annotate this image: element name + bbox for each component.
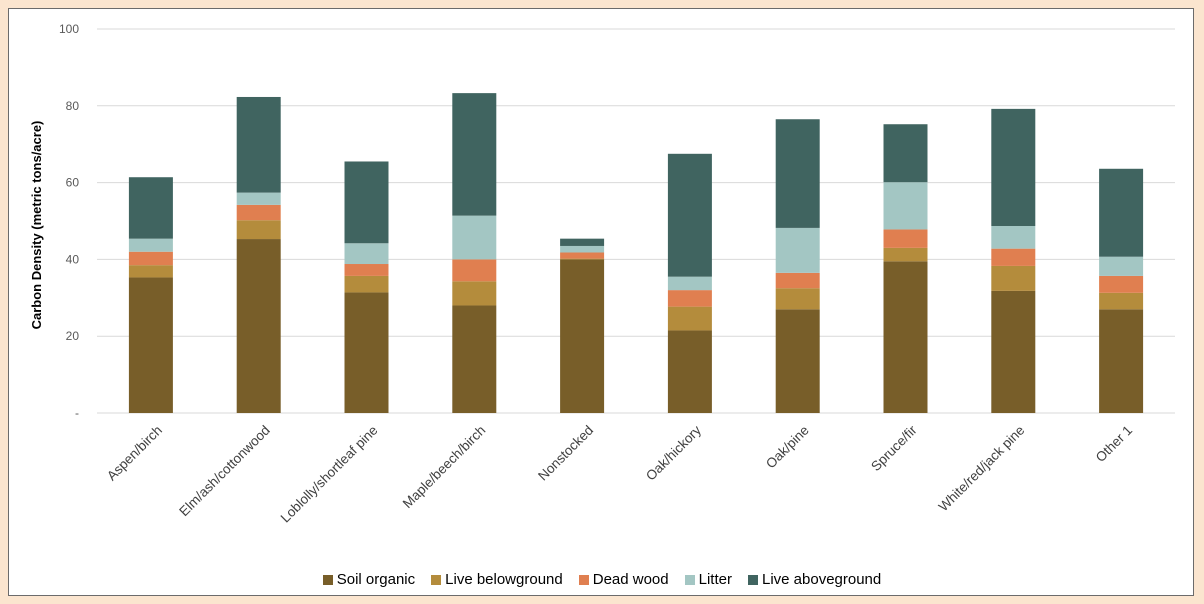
bar-segment bbox=[344, 292, 389, 413]
bar-segment bbox=[883, 182, 928, 230]
chart-frame: - 20 40 60 80 100 Aspen/birch Elm/ash/cottonwo… bbox=[8, 8, 1194, 596]
legend-label: Dead wood bbox=[592, 571, 669, 588]
bar-segment bbox=[236, 192, 281, 205]
y-tick-label: 80 bbox=[66, 99, 80, 113]
bar-segment bbox=[236, 204, 281, 221]
bar-segment bbox=[128, 177, 173, 239]
x-tick-label: Nonstocked bbox=[535, 423, 596, 484]
bar-segment bbox=[667, 330, 712, 413]
y-tick-label: 20 bbox=[66, 329, 80, 343]
stacked-bar-chart: - 20 40 60 80 100 Aspen/birch Elm/ash/cottonwo… bbox=[29, 22, 1175, 525]
bar-segment bbox=[452, 305, 497, 413]
legend-label: Soil organic bbox=[336, 571, 416, 588]
legend-item: Live belowground bbox=[431, 571, 563, 588]
bar-segment bbox=[775, 227, 820, 273]
bar-segment bbox=[1099, 168, 1144, 257]
legend-item: Litter bbox=[684, 571, 732, 588]
x-tick-label: Elm/ash/cottonwood bbox=[176, 423, 273, 520]
bar-segment bbox=[128, 238, 173, 252]
bar-segment bbox=[560, 259, 605, 413]
bar-segment bbox=[344, 275, 389, 293]
bar-segment bbox=[128, 251, 173, 266]
bar-segment bbox=[452, 259, 497, 282]
x-tick-label: Aspen/birch bbox=[104, 423, 165, 484]
x-tick-label: Loblolly/shortleaf pine bbox=[278, 423, 381, 526]
legend: Soil organic Live belowground Dead wood Lit… bbox=[9, 571, 1195, 588]
y-tick-label: 100 bbox=[59, 22, 79, 36]
legend-swatch bbox=[747, 574, 758, 585]
legend-item: Dead wood bbox=[578, 571, 669, 588]
x-tick-label: Maple/beech/birch bbox=[400, 423, 489, 512]
bar-segment bbox=[560, 258, 605, 260]
x-axis-ticks: Aspen/birch Elm/ash/cottonwood Loblolly/sh… bbox=[104, 422, 1135, 525]
bar-segment bbox=[452, 281, 497, 306]
bar-segment bbox=[344, 264, 389, 276]
bar-segment bbox=[560, 252, 605, 259]
legend-swatch bbox=[684, 574, 695, 585]
bar-segment bbox=[775, 272, 820, 289]
bar-segment bbox=[883, 124, 928, 183]
x-tick-label: Other 1 bbox=[1093, 423, 1135, 465]
bar-segment bbox=[991, 225, 1036, 249]
bar-segment bbox=[991, 290, 1036, 413]
bar-segment bbox=[236, 220, 281, 240]
legend-item: Soil organic bbox=[322, 571, 416, 588]
bar-segment bbox=[1099, 309, 1144, 413]
bar-segment bbox=[560, 245, 605, 253]
y-tick-label: 40 bbox=[66, 252, 80, 266]
bar-segment bbox=[991, 248, 1036, 266]
legend-swatch bbox=[322, 574, 333, 585]
bar-segment bbox=[775, 119, 820, 228]
x-tick-label: White/red/jack pine bbox=[936, 423, 1028, 515]
bar-segment bbox=[667, 276, 712, 291]
legend-item: Live aboveground bbox=[747, 571, 882, 588]
bar-segment bbox=[128, 265, 173, 278]
legend-swatch bbox=[578, 574, 589, 585]
bar-segment bbox=[883, 261, 928, 413]
bar-segment bbox=[452, 93, 497, 216]
legend-label: Live aboveground bbox=[761, 571, 882, 588]
bar-segment bbox=[236, 239, 281, 413]
y-axis-ticks: - 20 40 60 80 100 bbox=[59, 22, 79, 420]
bar-segment bbox=[775, 288, 820, 310]
bar-segment bbox=[452, 215, 497, 260]
y-tick-label: - bbox=[75, 406, 79, 420]
bar-segment bbox=[344, 243, 389, 265]
x-tick-label: Oak/hickory bbox=[643, 422, 704, 483]
bar-segment bbox=[128, 277, 173, 413]
bar-segment bbox=[991, 265, 1036, 291]
legend-swatch bbox=[431, 574, 442, 585]
bar-segment bbox=[560, 238, 605, 246]
bar-segment bbox=[883, 247, 928, 262]
bar-segment bbox=[236, 96, 281, 193]
bar-segment bbox=[775, 309, 820, 413]
bar-segment bbox=[1099, 275, 1144, 293]
bar-segment bbox=[883, 229, 928, 248]
bar-segment bbox=[667, 153, 712, 277]
y-tick-label: 60 bbox=[66, 176, 80, 190]
x-tick-label: Spruce/fir bbox=[868, 422, 920, 474]
bar-segment bbox=[667, 290, 712, 307]
legend-label: Litter bbox=[698, 571, 732, 588]
y-axis-label: Carbon Density (metric tons/acre) bbox=[29, 121, 44, 330]
bar-segment bbox=[1099, 256, 1144, 276]
bar-segment bbox=[344, 161, 389, 244]
x-tick-label: Oak/pine bbox=[763, 423, 812, 472]
bar-segment bbox=[1099, 292, 1144, 310]
legend-label: Live belowground bbox=[445, 571, 563, 588]
bar-segment bbox=[667, 306, 712, 331]
bars bbox=[128, 93, 1144, 413]
bar-segment bbox=[991, 108, 1036, 226]
